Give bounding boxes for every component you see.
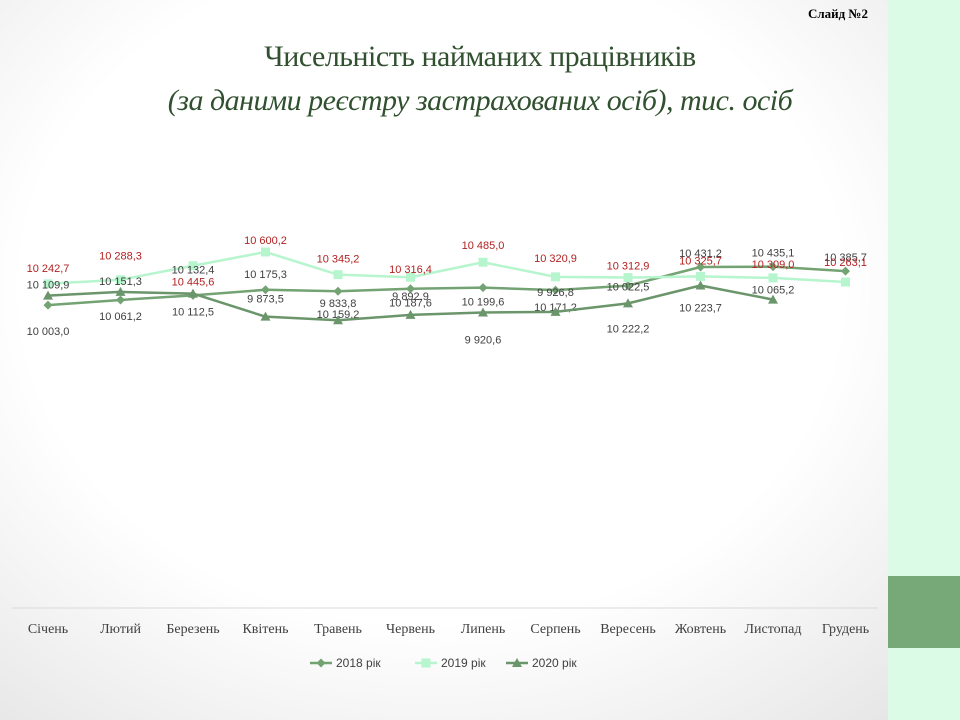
data-label: 10 061,2 bbox=[99, 311, 142, 323]
data-label: 10 385,7 bbox=[824, 252, 867, 264]
data-label: 10 223,7 bbox=[679, 302, 722, 314]
data-point bbox=[333, 286, 343, 296]
data-point bbox=[478, 307, 488, 317]
data-point bbox=[695, 280, 706, 290]
legend-label: 2019 рік bbox=[441, 656, 486, 670]
data-label: 10 320,9 bbox=[534, 253, 577, 265]
line-chart: Січень Лютий Березень Квітень Травень Червень… bbox=[12, 235, 878, 670]
data-label: 10 175,3 bbox=[244, 269, 287, 281]
data-point bbox=[478, 283, 488, 293]
data-label: 9 873,5 bbox=[247, 294, 284, 306]
x-tick-label: Лютий bbox=[100, 622, 141, 637]
data-label: 10 600,2 bbox=[244, 235, 287, 247]
x-tick-label: Вересень bbox=[600, 622, 656, 637]
data-label: 10 132,4 bbox=[172, 265, 215, 277]
data-point bbox=[261, 285, 270, 295]
data-label: 10 431,2 bbox=[679, 248, 722, 260]
data-point bbox=[43, 300, 53, 310]
data-label: 10 263,1 bbox=[824, 257, 867, 269]
data-label: 10 309,0 bbox=[752, 259, 795, 271]
series-line bbox=[47, 265, 846, 307]
data-label: 10 151,3 bbox=[99, 276, 142, 288]
data-point bbox=[188, 288, 198, 298]
data-label: 10 345,2 bbox=[317, 254, 360, 266]
data-point bbox=[406, 272, 415, 282]
data-point bbox=[260, 311, 271, 321]
data-label: 10 112,5 bbox=[172, 306, 214, 318]
x-tick-label: Грудень bbox=[822, 622, 869, 637]
data-point bbox=[551, 272, 560, 282]
x-tick-label: Січень bbox=[28, 622, 68, 637]
data-point bbox=[768, 273, 778, 283]
data-point bbox=[768, 262, 778, 272]
data-label: 10 445,6 bbox=[172, 277, 215, 289]
data-point bbox=[551, 285, 560, 295]
data-label: 10 109,9 bbox=[27, 280, 70, 292]
data-point bbox=[333, 315, 343, 325]
data-point bbox=[405, 309, 416, 319]
data-point bbox=[768, 294, 778, 304]
data-point bbox=[333, 270, 343, 280]
data-point bbox=[478, 257, 488, 267]
data-point bbox=[188, 261, 198, 271]
data-label: 9 920,6 bbox=[465, 334, 502, 346]
chart-subtitle: (за даними реєстру застрахованих осіб), … bbox=[167, 84, 793, 117]
data-point bbox=[696, 262, 705, 272]
data-label: 10 065,2 bbox=[752, 285, 795, 297]
data-point bbox=[623, 298, 633, 308]
data-label: 10 316,4 bbox=[389, 264, 432, 276]
data-label: 10 312,9 bbox=[607, 261, 650, 273]
data-label: 9 926,8 bbox=[537, 287, 574, 299]
legend-marker bbox=[316, 658, 326, 668]
x-tick-label: Липень bbox=[461, 622, 506, 637]
data-point bbox=[43, 290, 53, 300]
data-label: 10 022,5 bbox=[607, 281, 650, 293]
x-tick-label: Березень bbox=[166, 622, 219, 637]
data-point bbox=[406, 284, 415, 294]
legend-marker bbox=[512, 658, 522, 667]
data-label: 10 003,0 bbox=[27, 326, 70, 338]
data-label: 10 288,3 bbox=[99, 251, 142, 263]
x-tick-label: Листопад bbox=[745, 622, 802, 637]
x-tick-label: Червень bbox=[386, 622, 435, 637]
side-decor-block bbox=[888, 576, 960, 648]
data-point bbox=[623, 273, 633, 283]
data-point bbox=[550, 306, 561, 316]
data-point bbox=[261, 247, 270, 257]
data-point bbox=[841, 277, 850, 287]
legend-label: 2018 рік bbox=[336, 656, 381, 670]
legend-label: 2020 рік bbox=[532, 656, 577, 670]
data-label: 10 485,0 bbox=[462, 240, 505, 252]
data-label: 10 222,2 bbox=[607, 324, 650, 336]
x-tick-label: Квітень bbox=[242, 622, 288, 637]
data-point bbox=[43, 279, 53, 289]
chart-title: Чисельність найманих працівників bbox=[264, 40, 696, 73]
data-point bbox=[696, 271, 705, 281]
x-tick-label: Травень bbox=[314, 622, 362, 637]
x-tick-label: Серпень bbox=[530, 622, 580, 637]
data-label: 9 892,9 bbox=[392, 291, 429, 303]
slide-number: Слайд №2 bbox=[807, 6, 868, 21]
data-point bbox=[841, 266, 850, 276]
data-label: 10 199,6 bbox=[462, 297, 505, 309]
data-point bbox=[115, 286, 126, 296]
data-point bbox=[116, 295, 125, 305]
data-point bbox=[116, 275, 125, 285]
data-point bbox=[623, 281, 633, 291]
data-label: 10 242,7 bbox=[27, 263, 70, 275]
data-label: 10 187,6 bbox=[389, 298, 432, 310]
x-tick-label: Жовтень bbox=[675, 622, 726, 637]
legend-marker bbox=[421, 658, 431, 668]
data-label: 10 435,1 bbox=[752, 248, 795, 260]
series-line bbox=[47, 250, 846, 286]
data-label: 10 325,7 bbox=[679, 255, 722, 267]
data-label: 9 833,8 bbox=[320, 298, 357, 310]
